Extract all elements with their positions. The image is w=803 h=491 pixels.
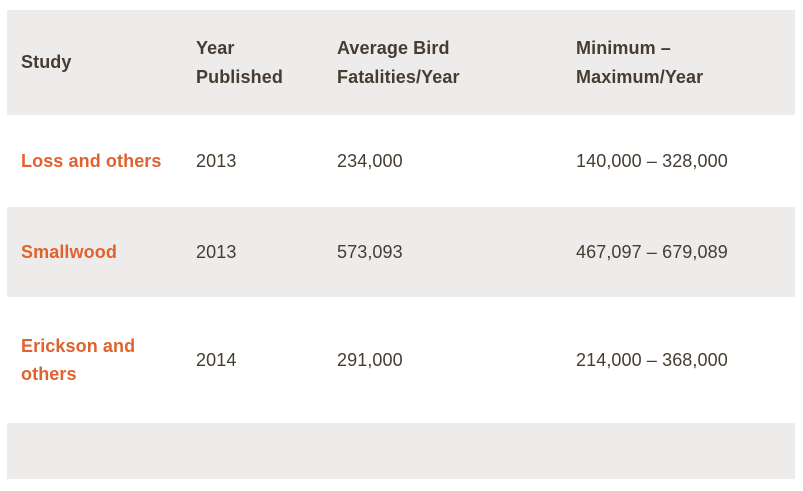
table-row: Erickson and others 2014 291,000 214,000… (7, 297, 795, 423)
study-name: Erickson and others (21, 336, 136, 384)
table-row: Loss and others 2013 234,000 140,000 – 3… (7, 115, 795, 207)
table-empty-row (7, 423, 795, 479)
min-max-value: 214,000 – 368,000 (576, 349, 728, 370)
average-fatalities-value: 291,000 (337, 349, 403, 370)
bird-fatalities-study-table: Study Year Published Average Bird Fatali… (7, 10, 795, 479)
column-header-average-bird-fatalities: Average Bird Fatalities/Year (337, 37, 460, 87)
table-row: Smallwood 2013 573,093 467,097 – 679,089 (7, 207, 795, 297)
average-fatalities-value: 573,093 (337, 241, 403, 262)
average-fatalities-value: 234,000 (337, 150, 403, 171)
study-name: Loss and others (21, 151, 162, 171)
column-header-study: Study (21, 52, 72, 72)
min-max-value: 140,000 – 328,000 (576, 150, 728, 171)
min-max-value: 467,097 – 679,089 (576, 241, 728, 262)
study-name: Smallwood (21, 242, 117, 262)
year-published-value: 2014 (196, 349, 237, 370)
table-header-row: Study Year Published Average Bird Fatali… (7, 10, 795, 115)
column-header-minimum-maximum: Minimum – Maximum/Year (576, 37, 704, 87)
year-published-value: 2013 (196, 241, 237, 262)
column-header-year-published: Year Published (196, 37, 283, 87)
year-published-value: 2013 (196, 150, 237, 171)
